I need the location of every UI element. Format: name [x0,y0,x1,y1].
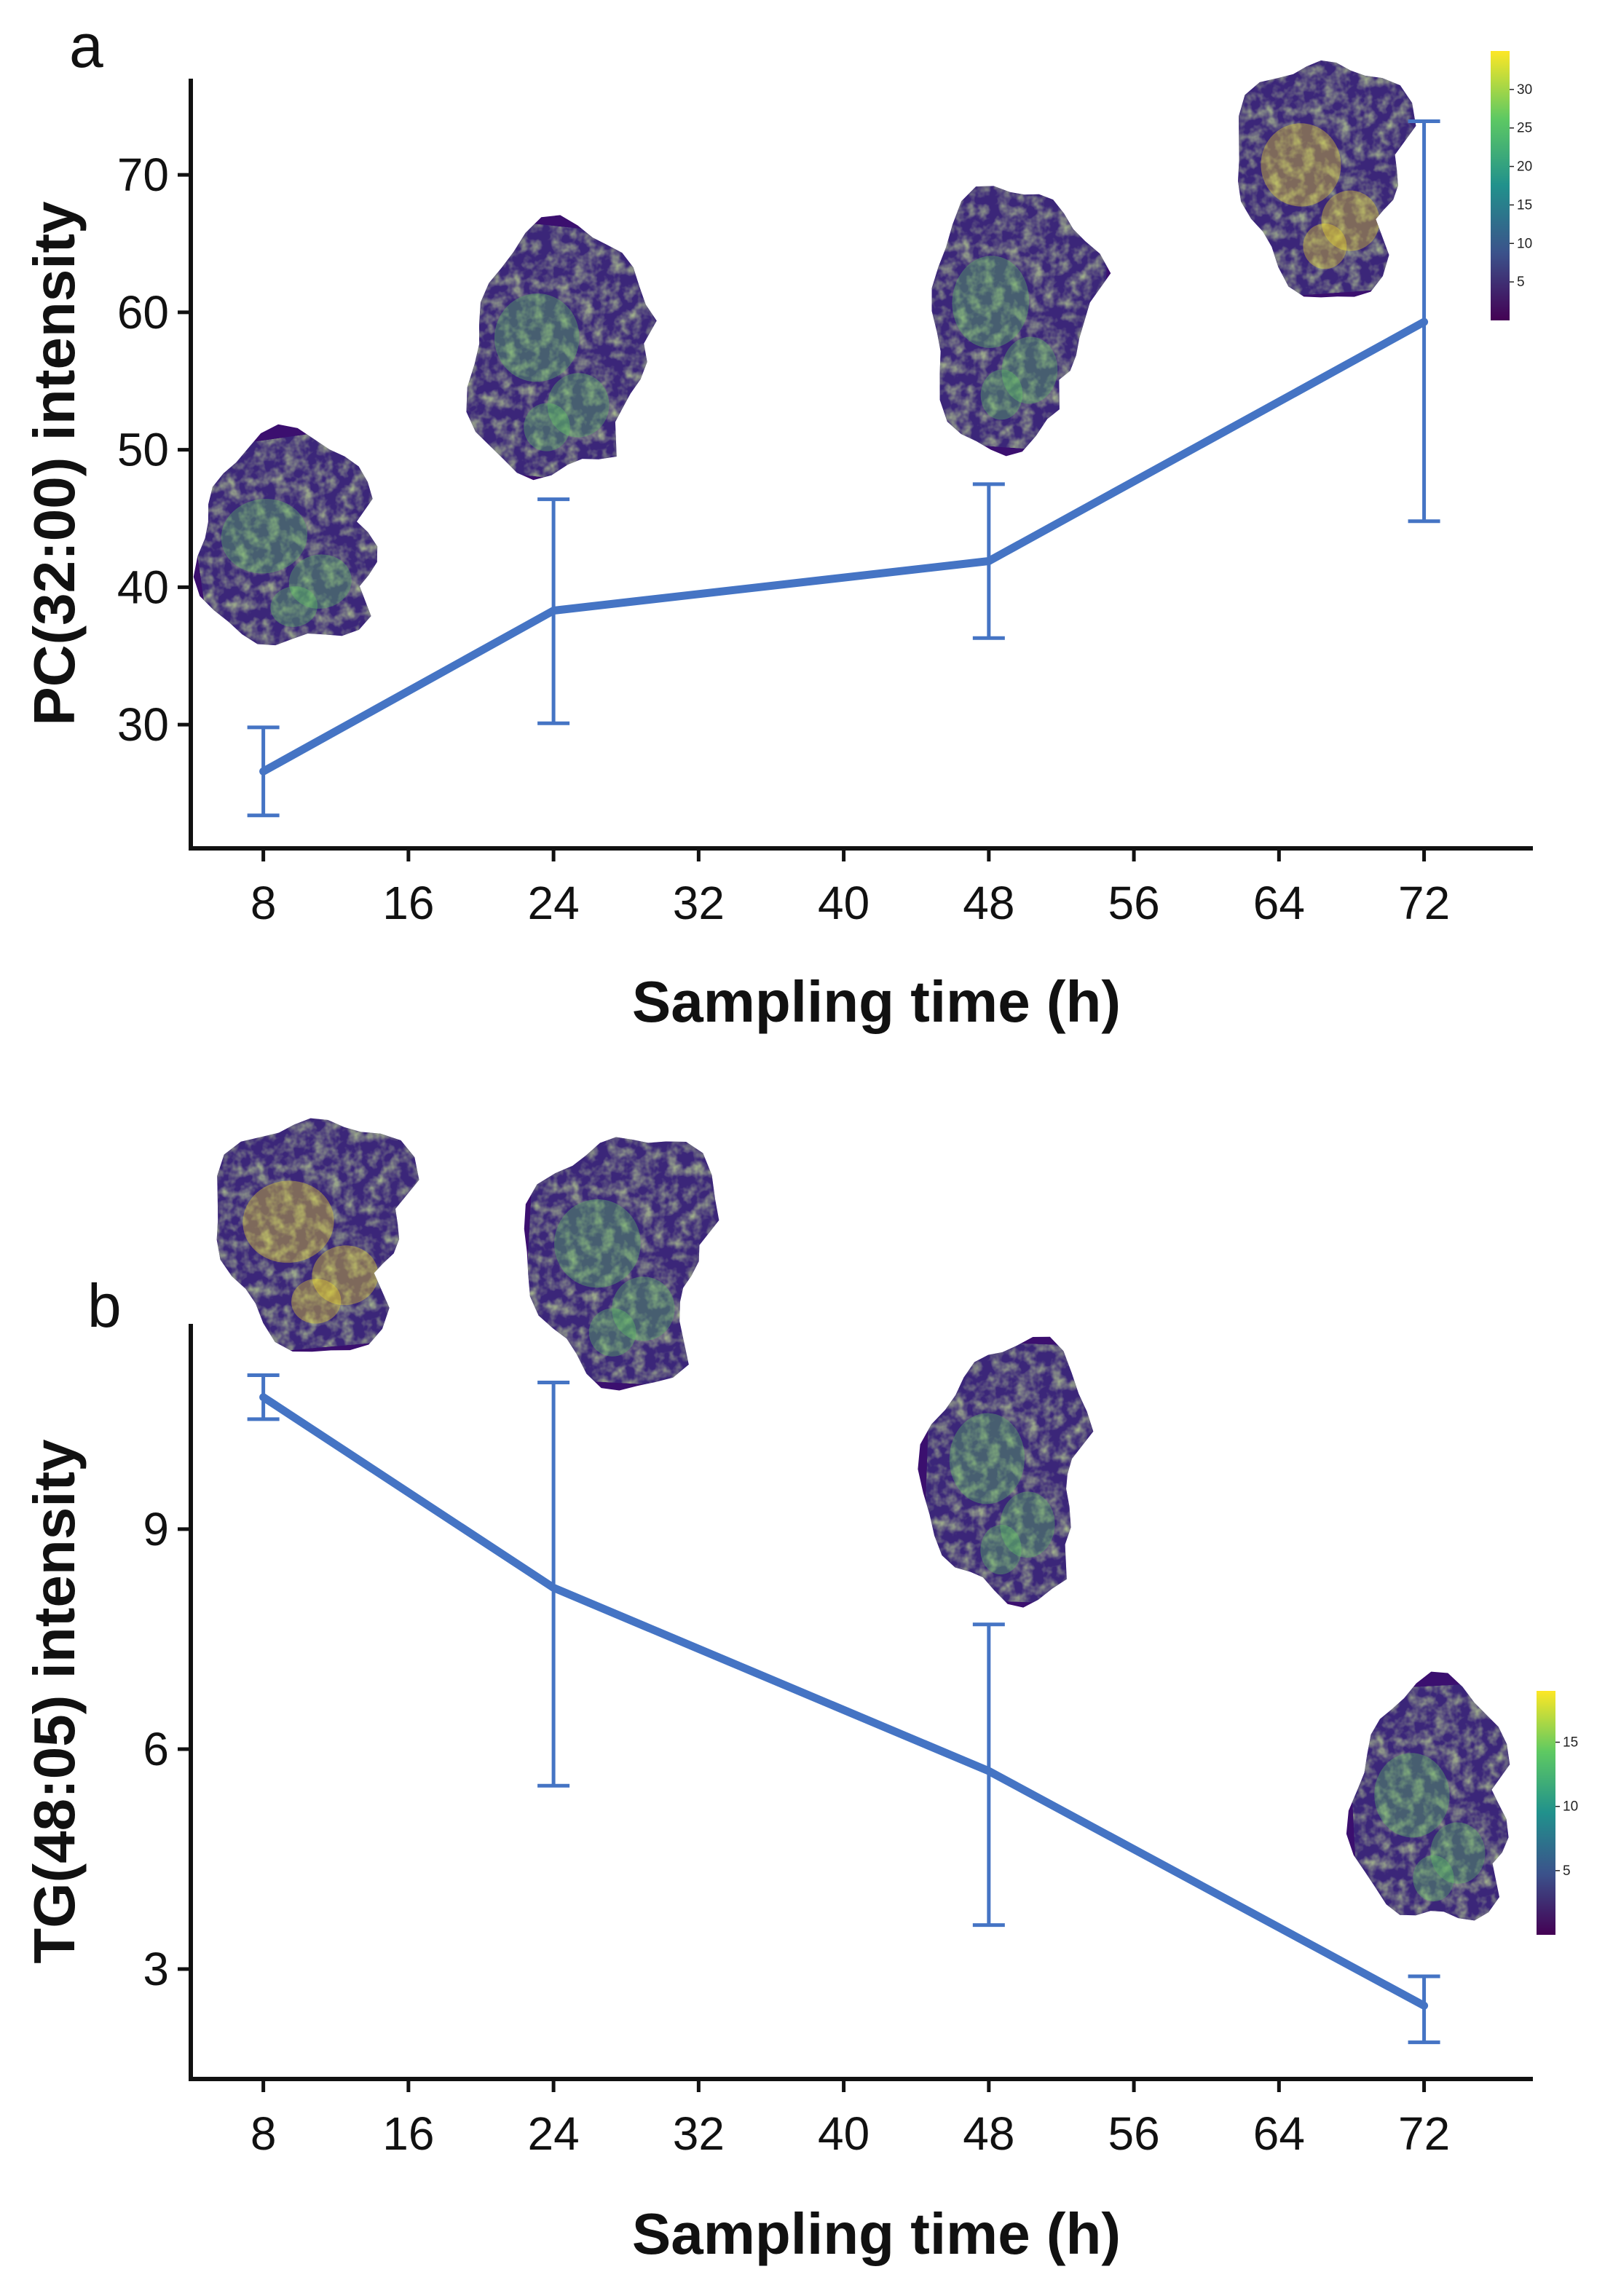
x-tick-label: 40 [818,2107,869,2160]
colorbar-tick-label: 15 [1517,197,1532,213]
colorbar-tick-label: 25 [1517,121,1532,136]
colorbar-tick-label: 10 [1517,236,1532,251]
panel-b-x-axis-title: Sampling time (h) [632,2201,1121,2266]
tissue-image-48h [920,182,1113,457]
colorbar-tick-label: 30 [1517,82,1532,98]
x-tick-label: 24 [528,2107,580,2160]
error-bar [972,482,1005,640]
colorbar-tick-label: 5 [1517,275,1525,290]
x-tick-label: 40 [818,877,869,929]
x-tick-label: 72 [1398,877,1450,929]
x-tick-label: 64 [1253,2107,1305,2160]
colorbar-gradient [1491,51,1510,320]
panel-b-label: b [87,1271,122,1340]
colorbar-tick-label: 5 [1563,1863,1571,1879]
x-tick-label: 32 [673,2107,725,2160]
tissue-image-8h [207,1109,434,1356]
x-tick-label: 56 [1108,2107,1159,2160]
series-line [259,1393,1429,2010]
error-bar [247,725,280,818]
x-tick-label: 8 [251,2107,277,2160]
panel-a-y-axis-title: PC(32:00) intensity [22,201,87,726]
panel-b-colorbar: 5 10 15 [1537,1691,1578,1935]
y-tick-label: 3 [143,1943,169,1995]
tissue-image-72h [1230,54,1428,299]
error-bar [537,1381,570,1788]
error-bar [537,497,570,725]
panel-b-chart: b 5 10 15 3 6 9 8 16 24 32 40 48 56 64 72 Sampling t… [22,1109,1578,2266]
colorbar-tick-label: 20 [1517,159,1532,175]
error-bar [1408,119,1440,524]
series-line [259,317,1429,776]
x-tick-label: 8 [251,877,277,929]
panel-a-series [247,119,1440,818]
tissue-image-48h [918,1336,1097,1608]
panel-a-x-axis-title: Sampling time (h) [632,969,1121,1034]
x-tick-label: 16 [382,2107,434,2160]
x-tick-label: 16 [382,877,434,929]
panel-a-colorbar: 5 10 15 20 25 30 [1491,51,1532,320]
panel-a-x-ticks: 8 16 24 32 40 48 56 64 72 [251,848,1450,929]
panel-a-tissue-images [183,54,1428,655]
y-tick-label: 70 [117,149,169,201]
x-tick-label: 32 [673,877,725,929]
tissue-image-24h [458,215,667,489]
y-tick-label: 50 [117,424,169,476]
panel-b-y-ticks: 3 6 9 [143,1503,191,1995]
error-bar [972,1622,1005,1928]
y-tick-label: 60 [117,286,169,339]
y-tick-label: 30 [117,698,169,751]
x-tick-label: 24 [528,877,580,929]
error-bar [1408,1974,1440,2045]
y-tick-label: 6 [143,1723,169,1775]
panel-a-y-ticks: 30 40 50 60 70 [117,149,191,751]
tissue-image-72h [1346,1671,1518,1928]
x-tick-label: 64 [1253,877,1305,929]
y-tick-label: 40 [117,561,169,613]
panel-a-label: a [69,12,103,80]
colorbar-gradient [1537,1691,1555,1935]
error-bar [247,1373,280,1421]
tissue-image-24h [521,1132,723,1391]
tissue-image-8h [183,424,391,655]
panel-b-x-ticks: 8 16 24 32 40 48 56 64 72 [251,2079,1450,2160]
panel-b-y-axis-title: TG(48:05) intensity [22,1439,87,1964]
panel-b-tissue-images [207,1109,1518,1928]
panel-b-series [247,1373,1440,2045]
x-tick-label: 72 [1398,2107,1450,2160]
x-tick-label: 48 [963,877,1014,929]
x-tick-label: 48 [963,2107,1014,2160]
panel-a-chart: a 5 10 15 20 25 30 30 40 50 60 70 8 16 24 32 40 48 56 64… [22,12,1533,1034]
x-tick-label: 56 [1108,877,1159,929]
y-tick-label: 9 [143,1503,169,1555]
colorbar-tick-label: 15 [1563,1735,1578,1751]
colorbar-tick-label: 10 [1563,1799,1578,1815]
